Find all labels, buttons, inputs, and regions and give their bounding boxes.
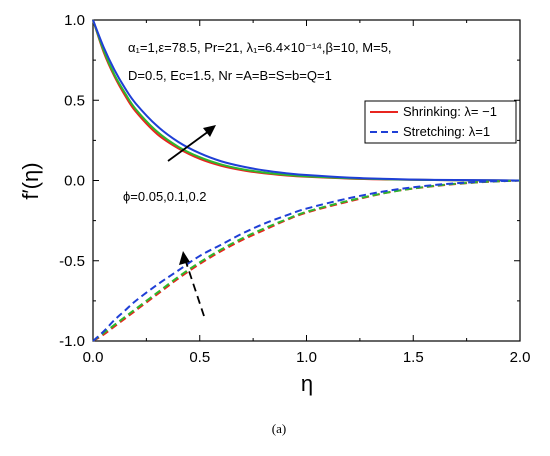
x-tick-label: 0.0 [83, 349, 104, 366]
y-tick-label: -0.5 [59, 253, 85, 270]
y-axis-title: f′(η) [18, 162, 43, 199]
x-axis-title: η [301, 371, 313, 396]
y-tick-label: 0.5 [64, 92, 85, 109]
legend-label-shrinking: Shrinking: λ= −1 [403, 104, 497, 119]
y-tick-label: 1.0 [64, 12, 85, 29]
series-line-stretching-phi-0_2 [92, 179, 521, 342]
legend: Shrinking: λ= −1 Stretching: λ=1 [364, 100, 517, 144]
x-tick-label: 1.5 [403, 349, 424, 366]
series-line-stretching-phi-0_05 [92, 179, 521, 342]
parameters-line-2: D=0.5, Ec=1.5, Nr =A=B=S=b=Q=1 [128, 68, 332, 83]
y-tick-label: 0.0 [64, 173, 85, 190]
tick-labels: 0.0 0.5 1.0 1.5 2.0 -1.0 -0.5 0.0 0.5 1.0 [59, 12, 530, 366]
series-line-stretching-phi-0_1 [92, 179, 521, 342]
x-tick-label: 1.0 [296, 349, 317, 366]
parameters-line-1: α₁=1,ε=78.5, Pr=21, λ₁=6.4×10⁻¹⁴,β=10, M… [128, 40, 392, 55]
series-line-shrinking-phi-0_2 [92, 19, 521, 182]
arrow-up-dashed-icon [179, 251, 205, 317]
x-tick-label: 0.5 [189, 349, 210, 366]
legend-box [364, 100, 517, 144]
figure-caption: (a) [272, 421, 286, 436]
phi-values-label: ϕ=0.05,0.1,0.2 [123, 189, 207, 204]
legend-label-stretching: Stretching: λ=1 [403, 124, 490, 139]
series-layer [92, 19, 521, 342]
x-tick-label: 2.0 [510, 349, 531, 366]
y-tick-label: -1.0 [59, 333, 85, 350]
arrow-up-right-icon [167, 125, 216, 162]
